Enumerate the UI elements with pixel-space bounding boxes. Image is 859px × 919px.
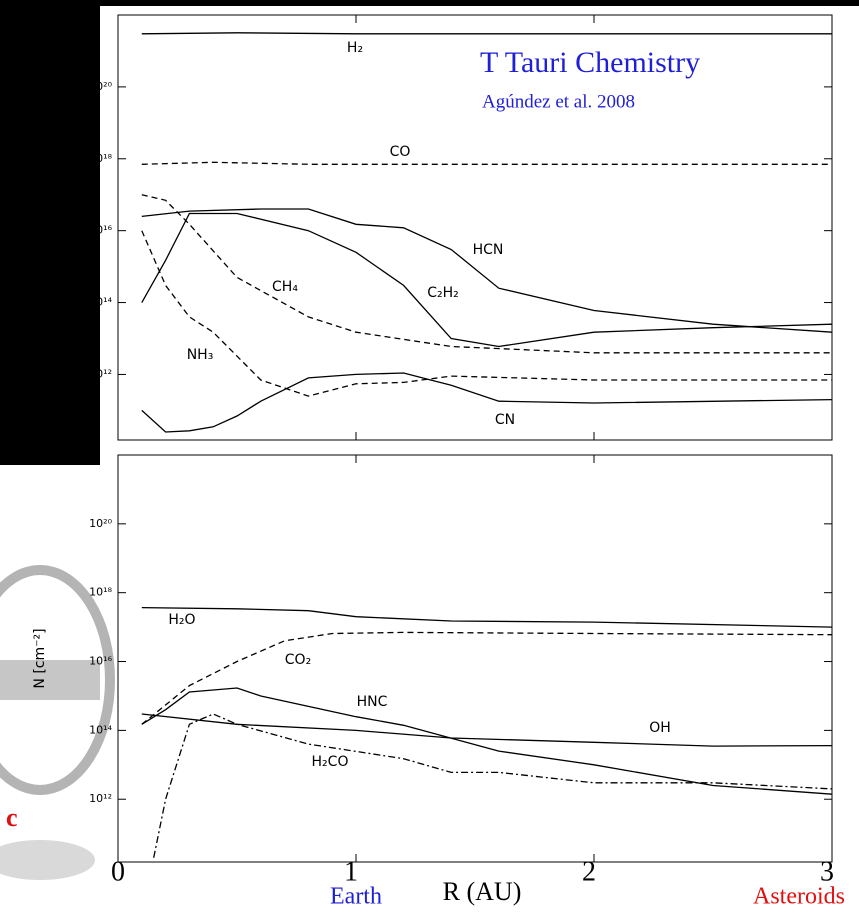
dark-strip [0, 0, 859, 6]
overlay-citation: Agúndez et al. 2008 [482, 91, 635, 112]
series-label: H₂CO [312, 754, 349, 770]
y-tick-label: 10¹⁶ [89, 655, 112, 668]
series-line [141, 372, 833, 433]
y-tick-label: 10¹⁶ [89, 224, 112, 237]
x-tick-label: 0 [111, 856, 125, 887]
overlay-title: T Tauri Chemistry [480, 46, 700, 79]
series-label: H₂O [168, 612, 195, 628]
annotation: Earth [330, 884, 382, 910]
series-line [141, 631, 833, 725]
series-line [141, 32, 832, 35]
y-tick-label: 10¹⁴ [89, 723, 112, 736]
y-tick-label: 10¹² [89, 792, 112, 805]
stamp-fragment [0, 565, 115, 880]
series-label: HCN [473, 242, 504, 258]
series-label: OH [649, 720, 671, 736]
plot-frame [117, 454, 833, 863]
annotation: Asteroids [753, 884, 845, 910]
x-tick-label: 2 [582, 856, 596, 887]
y-tick-label: 10²⁰ [89, 517, 112, 530]
series-label: CO₂ [285, 652, 311, 668]
y-tick-label: 10²⁰ [89, 80, 112, 93]
y-axis-label: N [cm⁻²] [32, 628, 48, 688]
series-line [141, 161, 832, 165]
series-line [141, 230, 832, 397]
series-label: CN [495, 412, 515, 428]
series-line [153, 713, 833, 858]
x-tick-label: 1 [344, 856, 358, 887]
series-line [141, 687, 833, 795]
series-label: CO [390, 144, 411, 160]
dark-panel [0, 0, 100, 465]
series-line [141, 606, 833, 628]
series-line [141, 194, 832, 354]
series-line [141, 208, 833, 333]
clipped-text: c [6, 803, 18, 832]
y-tick-label: 10¹⁸ [89, 586, 112, 599]
series-label: HNC [357, 694, 388, 710]
series-label: NH₃ [187, 347, 214, 363]
series-label: C₂H₂ [427, 285, 459, 301]
x-axis-label: R (AU) [443, 877, 522, 906]
y-axis-label: N [cm⁻²] [32, 197, 48, 257]
series-line [141, 212, 833, 348]
plot-frame [117, 14, 833, 441]
series-label: CH₄ [272, 279, 298, 295]
y-tick-label: 10¹² [89, 367, 112, 380]
y-tick-label: 10¹⁸ [89, 152, 112, 165]
y-tick-label: 10¹⁴ [89, 296, 112, 309]
series-label: H₂ [347, 40, 363, 56]
x-tick-label: 3 [820, 856, 834, 887]
